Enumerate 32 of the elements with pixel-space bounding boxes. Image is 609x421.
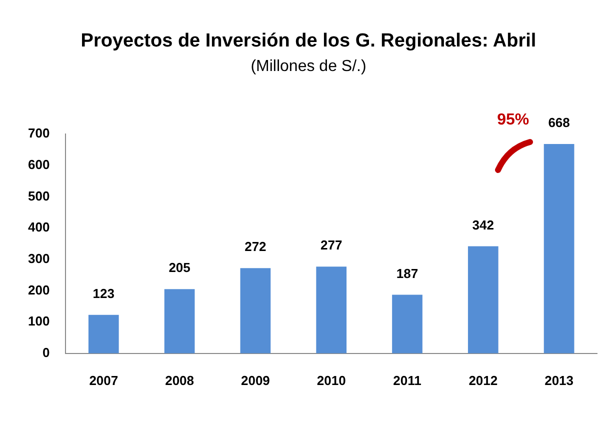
bar (468, 246, 498, 354)
bar (164, 289, 195, 354)
x-tick-label: 2008 (165, 372, 194, 388)
bar (316, 266, 347, 354)
bar (88, 314, 119, 354)
y-tick-label: 500 (28, 188, 50, 204)
x-tick-label: 2012 (468, 372, 498, 388)
y-tick-label: 400 (28, 220, 50, 235)
y-tick-label: 600 (28, 156, 50, 172)
data-label: 277 (320, 238, 342, 253)
x-tick-label: 2007 (89, 372, 118, 388)
data-label: 342 (472, 217, 494, 232)
bar (240, 268, 271, 354)
data-label: 668 (548, 115, 570, 130)
chart-subtitle: (Millones de S/.) (250, 58, 366, 75)
x-tick-label: 2011 (393, 372, 422, 388)
y-tick-label: 700 (28, 126, 50, 141)
bar (544, 144, 574, 354)
data-label: 187 (396, 266, 418, 281)
x-tick-label: 2013 (544, 372, 574, 388)
x-tick-label: 2009 (240, 372, 270, 388)
bar (392, 294, 422, 354)
y-tick-label: 100 (28, 314, 50, 329)
data-label: 205 (168, 260, 190, 276)
text: 95% (497, 111, 530, 128)
x-tick-label: 2010 (316, 372, 346, 388)
y-tick-label: 200 (28, 282, 50, 298)
y-tick-label: 300 (28, 250, 50, 266)
data-label: 272 (244, 239, 266, 254)
y-tick-label: 0 (42, 344, 50, 360)
chart-title: Proyectos de Inversión de los G. Regionales: Abril (80, 30, 536, 52)
data-label: 123 (92, 286, 114, 301)
